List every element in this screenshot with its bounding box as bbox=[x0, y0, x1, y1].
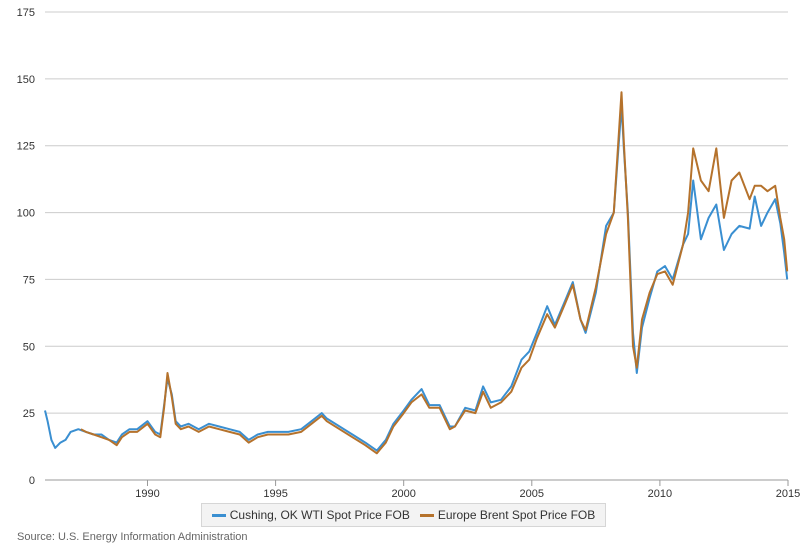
x-tick-label: 1995 bbox=[263, 488, 287, 500]
legend-label-brent: Europe Brent Spot Price FOB bbox=[437, 508, 596, 522]
legend: Cushing, OK WTI Spot Price FOB Europe Br… bbox=[201, 503, 606, 527]
y-tick-label: 150 bbox=[17, 74, 35, 86]
legend-item-wti[interactable]: Cushing, OK WTI Spot Price FOB bbox=[211, 508, 410, 522]
legend-item-brent[interactable]: Europe Brent Spot Price FOB bbox=[419, 508, 596, 522]
legend-label-wti: Cushing, OK WTI Spot Price FOB bbox=[229, 508, 410, 522]
y-axis-ticks: 0 25 50 75 100 125 150 175 bbox=[17, 7, 35, 487]
x-axis-ticks: 1990 1995 2000 2005 2010 2015 bbox=[135, 480, 800, 500]
x-tick-label: 2015 bbox=[776, 488, 800, 500]
y-tick-label: 100 bbox=[17, 208, 35, 220]
y-tick-label: 125 bbox=[17, 141, 35, 153]
grid-lines bbox=[45, 11, 788, 481]
legend-swatch-brent bbox=[419, 513, 434, 517]
y-tick-label: 50 bbox=[23, 341, 35, 353]
series-lines bbox=[44, 91, 789, 455]
x-tick-label: 2000 bbox=[391, 488, 415, 500]
y-tick-label: 75 bbox=[23, 274, 35, 286]
x-tick-label: 1990 bbox=[135, 488, 159, 500]
legend-swatch-wti bbox=[211, 513, 226, 517]
source-note: Source: U.S. Energy Information Administ… bbox=[17, 531, 248, 543]
y-tick-label: 0 bbox=[29, 475, 35, 487]
x-tick-label: 2005 bbox=[520, 488, 544, 500]
y-tick-label: 175 bbox=[17, 7, 35, 19]
series-line-brent bbox=[80, 91, 789, 455]
y-tick-label: 25 bbox=[23, 408, 35, 420]
x-tick-label: 2010 bbox=[648, 488, 672, 500]
